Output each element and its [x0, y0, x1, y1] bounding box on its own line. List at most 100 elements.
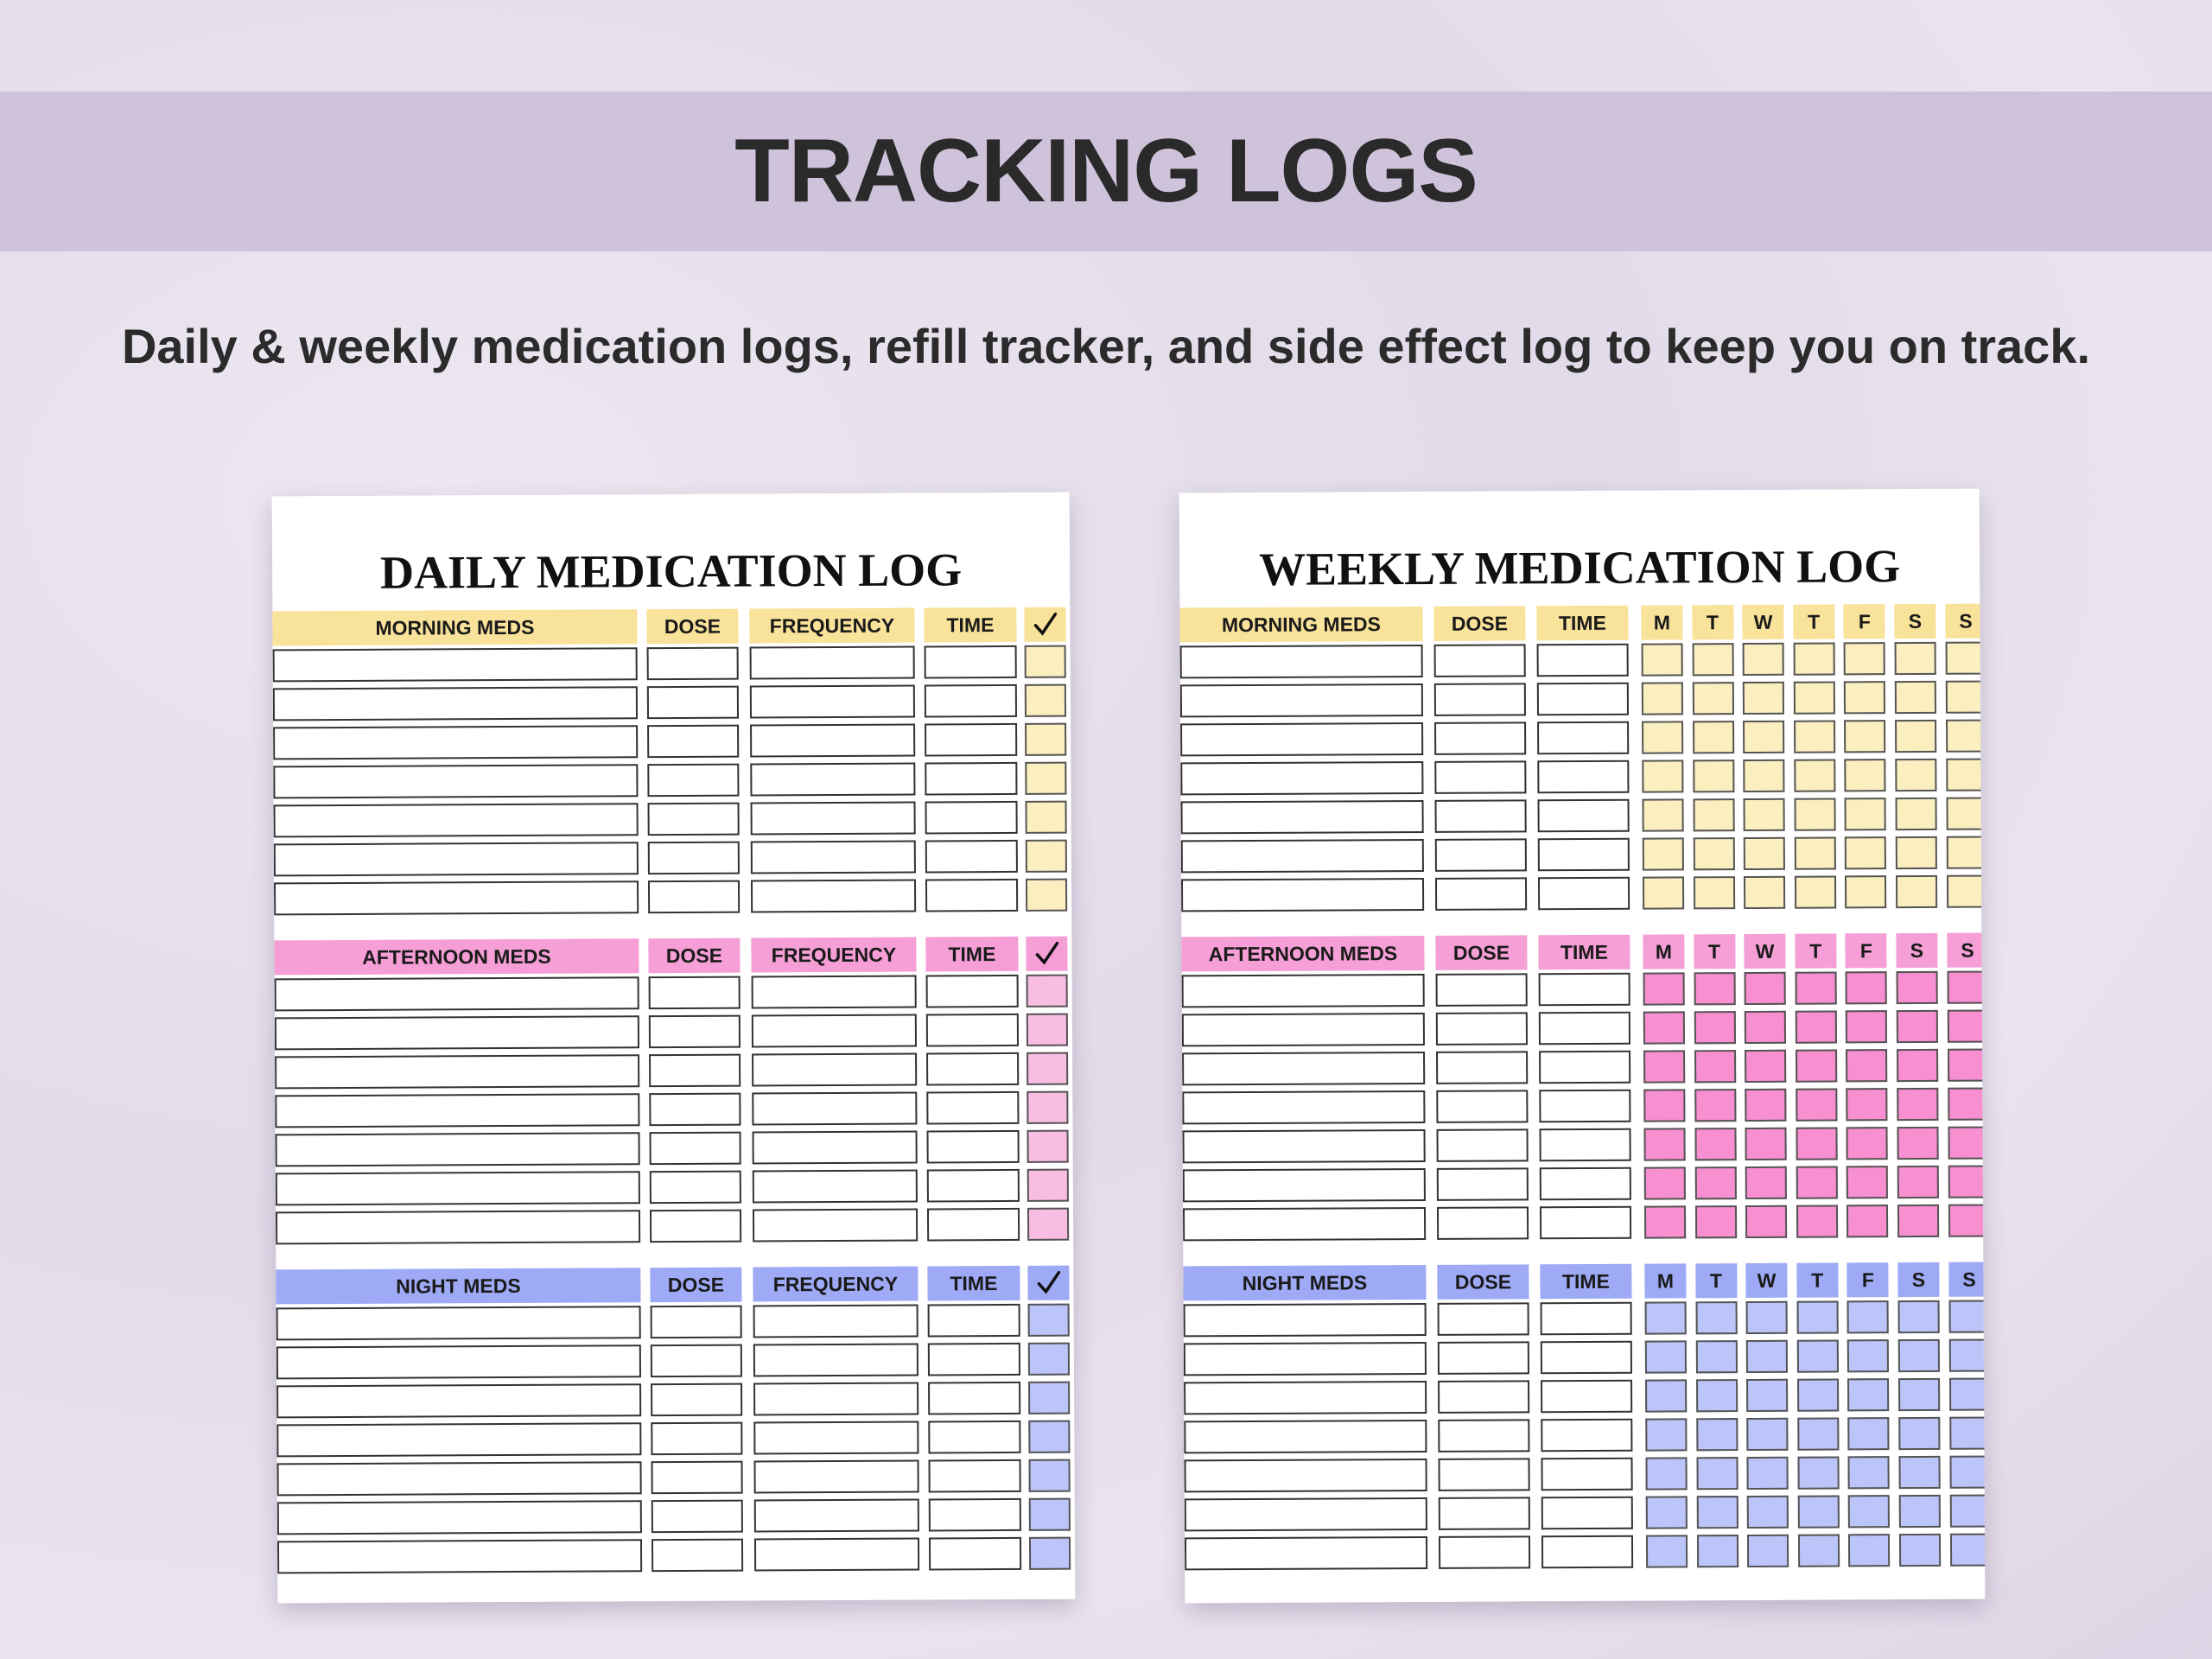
entry-box [926, 1090, 1020, 1125]
entry-box [1539, 1205, 1632, 1240]
day-box [1643, 1011, 1685, 1045]
subtitle: Daily & weekly medication logs, refill t… [121, 319, 2091, 373]
column-header: DOSE [1433, 606, 1526, 641]
check-box [1027, 1168, 1069, 1202]
check-header [1026, 936, 1068, 971]
day-box [1643, 1089, 1686, 1122]
entry-box [1180, 799, 1424, 835]
column-header: NIGHT MEDS [1183, 1264, 1427, 1301]
entry-box [1183, 1341, 1427, 1376]
entry-box [749, 645, 915, 680]
entry-box [276, 1383, 642, 1419]
day-box [1694, 1011, 1736, 1045]
column-header: MORNING MEDS [272, 609, 638, 646]
day-box [1693, 798, 1735, 832]
day-box [1797, 1417, 1840, 1451]
day-box [1742, 642, 1784, 677]
day-box [1895, 874, 1938, 909]
column-header: DOSE [1437, 1264, 1529, 1300]
day-box [1645, 1457, 1688, 1491]
entry-box [647, 841, 740, 875]
entry-box [275, 1132, 640, 1167]
day-box [1945, 719, 1986, 753]
day-box [1795, 1049, 1838, 1083]
entry-box [928, 1381, 1021, 1415]
entry-box [1181, 1012, 1425, 1047]
entry-box [275, 1171, 640, 1206]
day-box [1898, 1533, 1942, 1567]
entry-box [651, 1460, 743, 1495]
day-box [1847, 1378, 1890, 1412]
check-box [1027, 1303, 1070, 1337]
day-box [1897, 1126, 1939, 1160]
entry-box [1434, 721, 1527, 755]
day-box [1641, 643, 1683, 677]
entry-box [276, 1422, 642, 1458]
day-box [1694, 1050, 1736, 1084]
day-box [1948, 1204, 1986, 1237]
day-box [1844, 798, 1887, 831]
day-box [1897, 1300, 1940, 1334]
entry-box [1182, 1051, 1426, 1086]
entry-box [1436, 1051, 1529, 1084]
check-box [1026, 1013, 1068, 1046]
check-icon [1033, 612, 1058, 636]
entry-box [753, 1343, 918, 1377]
day-box [1796, 1127, 1838, 1160]
day-box [1847, 1300, 1890, 1334]
entry-box [1540, 1340, 1632, 1375]
day-box [1692, 760, 1735, 793]
entry-box [1438, 1419, 1530, 1452]
entry-box [276, 1539, 643, 1574]
check-header [1027, 1265, 1070, 1300]
entry-box [749, 684, 916, 719]
day-box [1796, 1339, 1839, 1373]
entry-box [1438, 1535, 1531, 1569]
day-box [1743, 720, 1785, 754]
day-box [1694, 1128, 1737, 1161]
day-box [1746, 1495, 1789, 1529]
entry-box [1184, 1535, 1428, 1571]
entry-box [649, 1131, 741, 1166]
day-box [1695, 1418, 1738, 1452]
day-box [1946, 836, 1986, 869]
entry-box [1437, 1302, 1529, 1336]
day-box [1794, 875, 1836, 909]
entry-box [650, 1344, 742, 1378]
entry-box [1182, 1128, 1426, 1164]
day-box [1946, 797, 1986, 830]
entry-box [1541, 1457, 1633, 1491]
entry-box [272, 686, 639, 721]
day-box [1795, 971, 1837, 1005]
entry-box [1540, 1301, 1632, 1336]
check-box [1027, 1342, 1070, 1376]
column-header: NIGHT MEDS [276, 1268, 641, 1305]
entry-box [1180, 877, 1425, 912]
day-box [1894, 641, 1936, 676]
entry-box [1438, 1380, 1530, 1414]
day-box [1692, 721, 1734, 754]
entry-box [273, 842, 639, 877]
day-box [1742, 681, 1785, 715]
day-box [1692, 682, 1734, 715]
day-box [1746, 1456, 1789, 1491]
day-box [1796, 1205, 1838, 1238]
entry-box [649, 1170, 741, 1205]
day-box [1793, 681, 1835, 715]
day-box [1745, 1127, 1787, 1161]
entry-box [275, 1210, 641, 1245]
day-box [1745, 1339, 1789, 1374]
entry-box [750, 801, 916, 836]
entry-box [646, 685, 740, 720]
day-box [1793, 720, 1836, 753]
day-box [1642, 721, 1684, 754]
entry-box [1536, 682, 1629, 716]
day-header: T [1693, 934, 1736, 969]
day-box [1642, 760, 1684, 793]
day-box [1844, 720, 1886, 753]
entry-box [647, 763, 740, 798]
day-header: W [1744, 933, 1786, 969]
column-header: DOSE [650, 1267, 742, 1303]
day-box [1848, 1534, 1891, 1567]
day-box [1846, 1127, 1889, 1160]
